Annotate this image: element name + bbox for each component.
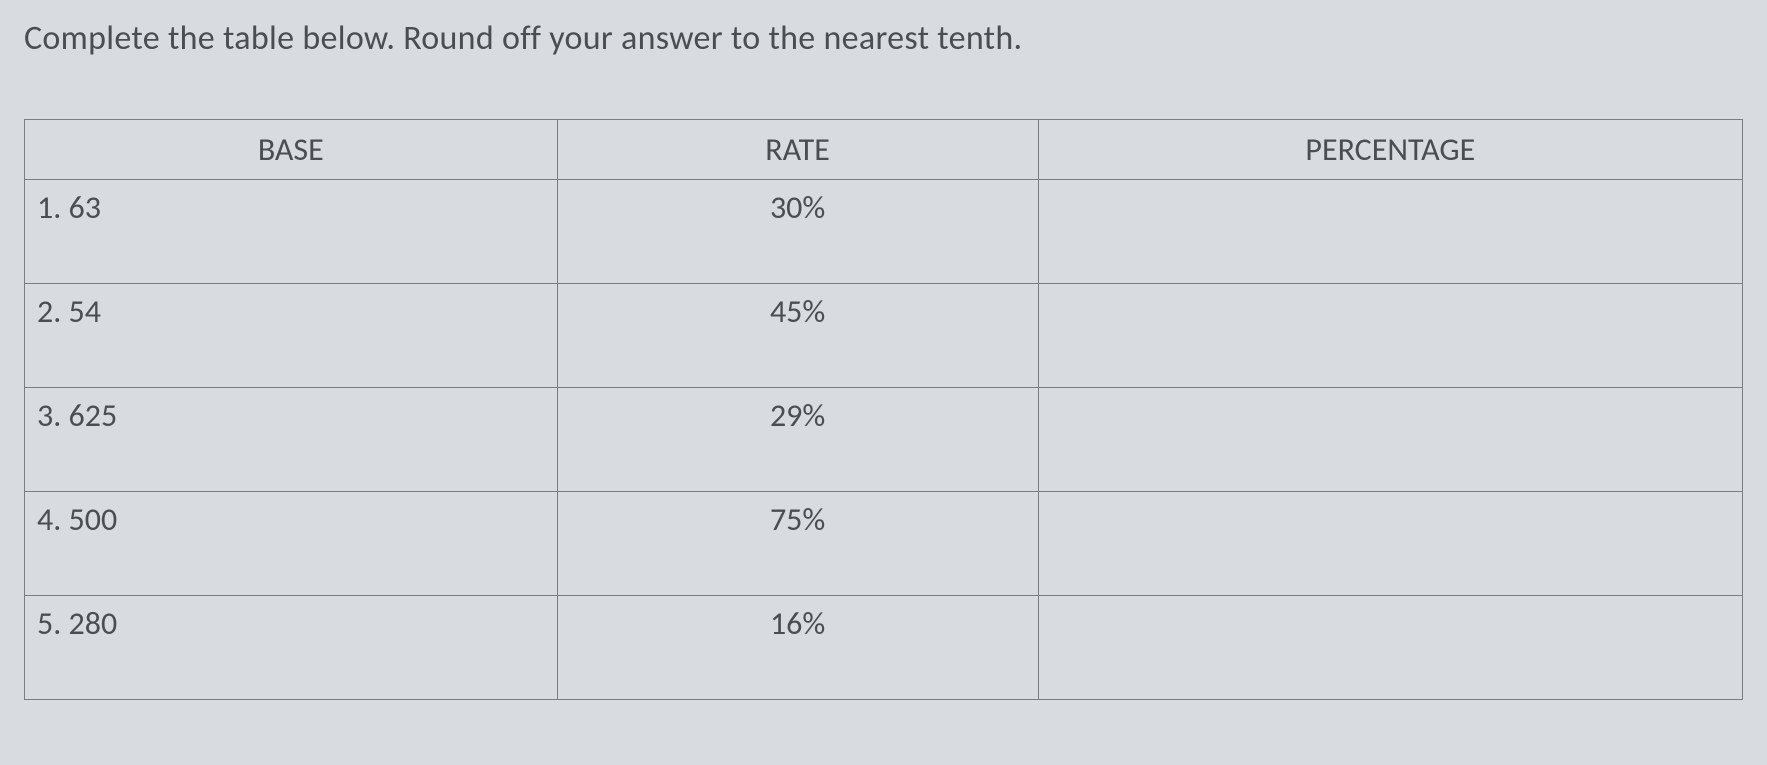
table-row: 1. 63 30% (25, 180, 1743, 284)
cell-base: 2. 54 (25, 284, 558, 388)
table-row: 2. 54 45% (25, 284, 1743, 388)
cell-base: 3. 625 (25, 388, 558, 492)
table-row: 3. 625 29% (25, 388, 1743, 492)
cell-percentage (1038, 388, 1742, 492)
cell-base: 5. 280 (25, 596, 558, 700)
cell-percentage (1038, 492, 1742, 596)
cell-rate: 45% (557, 284, 1038, 388)
table-row: 4. 500 75% (25, 492, 1743, 596)
cell-base: 1. 63 (25, 180, 558, 284)
instruction-text: Complete the table below. Round off your… (24, 18, 1743, 59)
cell-base: 4. 500 (25, 492, 558, 596)
header-base: BASE (25, 120, 558, 180)
cell-rate: 29% (557, 388, 1038, 492)
cell-percentage (1038, 180, 1742, 284)
header-percentage: PERCENTAGE (1038, 120, 1742, 180)
table-row: 5. 280 16% (25, 596, 1743, 700)
header-rate: RATE (557, 120, 1038, 180)
cell-percentage (1038, 596, 1742, 700)
worksheet-table: BASE RATE PERCENTAGE 1. 63 30% 2. 54 45%… (24, 119, 1743, 700)
cell-percentage (1038, 284, 1742, 388)
cell-rate: 75% (557, 492, 1038, 596)
table-header-row: BASE RATE PERCENTAGE (25, 120, 1743, 180)
cell-rate: 30% (557, 180, 1038, 284)
cell-rate: 16% (557, 596, 1038, 700)
